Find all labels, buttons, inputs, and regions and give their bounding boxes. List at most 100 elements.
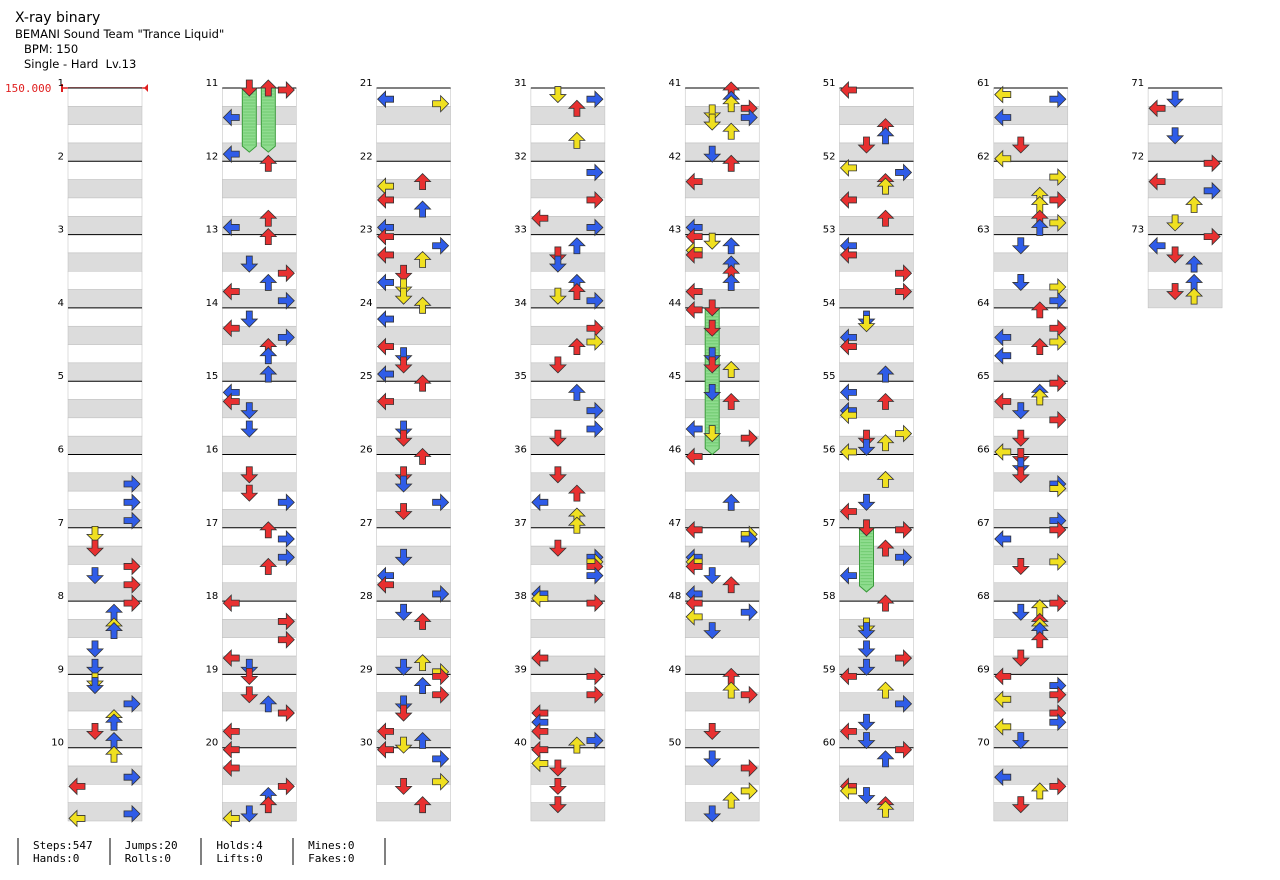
beat-band <box>530 527 606 547</box>
step-arrow <box>703 145 722 163</box>
step-arrow <box>876 470 895 488</box>
beat-band <box>684 380 760 400</box>
step-arrow <box>259 209 278 227</box>
beat-band <box>67 729 143 748</box>
beat-band <box>530 344 606 364</box>
beat-band <box>684 490 760 510</box>
step-arrow <box>857 136 876 154</box>
measure-number: 41 <box>668 78 681 89</box>
beat-band <box>67 802 143 822</box>
step-arrow <box>876 209 895 227</box>
step-arrow <box>377 245 395 264</box>
step-arrow <box>722 360 741 378</box>
step-arrow <box>685 282 703 301</box>
step-arrow <box>703 722 722 740</box>
step-arrow <box>413 173 432 191</box>
beat-band <box>376 417 451 437</box>
step-arrow <box>240 420 259 438</box>
beat-band <box>993 454 1069 474</box>
beat-band <box>222 417 297 437</box>
step-arrow <box>685 245 703 264</box>
beat-band <box>67 417 143 437</box>
step-arrow <box>876 392 895 410</box>
step-arrow <box>685 420 703 438</box>
step-arrow <box>105 713 123 731</box>
step-arrow <box>548 287 567 305</box>
step-arrow <box>1030 388 1049 406</box>
measure-number: 11 <box>206 78 219 89</box>
beat-band <box>1147 87 1223 107</box>
step-arrow <box>857 713 876 731</box>
step-arrow <box>222 319 240 338</box>
step-arrow <box>1049 685 1067 704</box>
step-arrow <box>240 310 259 328</box>
step-arrow <box>1030 631 1049 649</box>
step-arrow <box>876 800 895 818</box>
step-arrow <box>123 557 141 576</box>
step-arrow <box>839 337 857 356</box>
step-arrow <box>1049 168 1067 187</box>
step-arrow <box>1011 274 1030 291</box>
step-arrow <box>222 809 240 828</box>
measure-number: 18 <box>206 591 219 602</box>
beat-band <box>993 619 1069 638</box>
step-arrow <box>703 622 722 640</box>
step-arrow <box>1049 333 1067 351</box>
step-arrow <box>740 108 758 127</box>
beat-band <box>67 289 143 309</box>
step-arrow <box>259 557 278 575</box>
step-arrow <box>432 772 450 791</box>
step-arrow <box>222 722 240 741</box>
step-arrow <box>377 90 395 109</box>
step-arrow <box>740 429 758 448</box>
beat-band <box>839 600 914 620</box>
step-arrow <box>895 548 913 567</box>
measure-number: 46 <box>668 445 681 456</box>
measure-number: 58 <box>823 591 836 602</box>
step-arrow <box>413 796 432 814</box>
step-arrow <box>394 658 413 676</box>
step-arrow <box>1185 255 1204 273</box>
step-arrow <box>1011 603 1030 621</box>
step-arrow <box>548 759 567 777</box>
step-arrow <box>1011 448 1030 466</box>
step-arrow <box>531 209 549 228</box>
step-arrow <box>531 754 549 773</box>
step-arrow <box>567 337 586 355</box>
beat-band <box>376 380 451 400</box>
beat-band <box>222 197 297 217</box>
step-arrow <box>722 791 741 809</box>
step-arrow <box>68 777 86 796</box>
step-arrow <box>548 796 567 814</box>
beat-band <box>222 674 297 693</box>
step-arrow <box>722 237 741 255</box>
step-arrow <box>857 519 876 537</box>
step-arrow <box>685 300 703 319</box>
step-arrow <box>277 612 295 631</box>
beat-band <box>839 619 914 638</box>
measure-number: 60 <box>823 738 836 749</box>
beat-band <box>839 362 914 382</box>
step-arrow <box>394 548 413 566</box>
beat-band <box>530 380 606 400</box>
step-arrow <box>895 282 913 301</box>
beat-band <box>684 710 760 730</box>
beat-band <box>67 619 143 638</box>
beat-band <box>839 454 914 474</box>
beat-band <box>684 747 760 767</box>
step-arrow <box>1185 287 1204 305</box>
beat-band <box>839 124 914 144</box>
beat-band <box>684 399 760 419</box>
step-arrow <box>548 777 567 795</box>
step-arrow <box>240 668 259 685</box>
step-arrow <box>377 310 395 329</box>
step-arrow <box>1030 337 1049 355</box>
beat-band <box>67 161 143 180</box>
measure-number: 21 <box>360 78 373 89</box>
step-arrow <box>1203 154 1221 173</box>
step-arrow <box>876 594 895 612</box>
beat-band <box>67 380 143 400</box>
beat-band <box>530 142 606 162</box>
beat-band <box>67 747 143 767</box>
